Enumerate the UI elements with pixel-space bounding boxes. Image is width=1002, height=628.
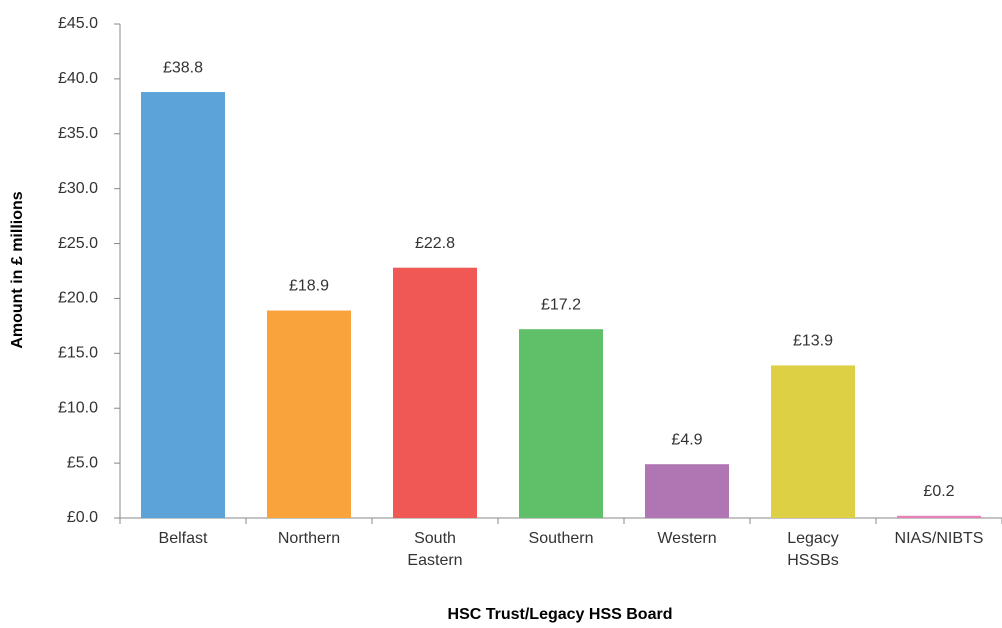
data-label: £4.9 [671, 431, 702, 448]
x-tick-label: Belfast [158, 530, 208, 547]
data-label: £0.2 [923, 483, 954, 500]
bar [897, 515, 981, 518]
bar [393, 267, 477, 518]
y-tick-label: £40.0 [58, 70, 98, 87]
bar [771, 365, 855, 518]
data-label: £38.8 [163, 59, 203, 76]
y-tick-label: £15.0 [58, 345, 98, 362]
x-tick-label: Southern [528, 530, 594, 547]
x-axis-title: HSC Trust/Legacy HSS Board [448, 606, 673, 623]
bar [267, 310, 351, 518]
data-label: £18.9 [289, 278, 329, 295]
x-tick-label: Legacy HSSBs [787, 530, 839, 569]
y-tick-label: £35.0 [58, 125, 98, 142]
x-tick-label: Northern [277, 530, 341, 547]
x-tick-label: NIAS/NIBTS [894, 530, 984, 547]
y-tick-label: £45.0 [58, 15, 98, 32]
bar [645, 464, 729, 518]
y-tick-label: £5.0 [67, 454, 98, 471]
y-tick-label: £0.0 [67, 509, 98, 526]
data-label: £17.2 [541, 296, 581, 313]
y-tick-label: £10.0 [58, 399, 98, 416]
x-tick-label: Western [657, 530, 717, 547]
y-tick-label: £20.0 [58, 290, 98, 307]
data-label: £13.9 [793, 333, 833, 350]
data-label: £22.8 [415, 235, 455, 252]
x-tick-label: South Eastern [407, 530, 463, 569]
y-tick-label: £25.0 [58, 235, 98, 252]
y-axis-title: Amount in £ millions [9, 191, 26, 348]
bar [141, 92, 225, 518]
bar [519, 329, 603, 518]
y-tick-label: £30.0 [58, 180, 98, 197]
